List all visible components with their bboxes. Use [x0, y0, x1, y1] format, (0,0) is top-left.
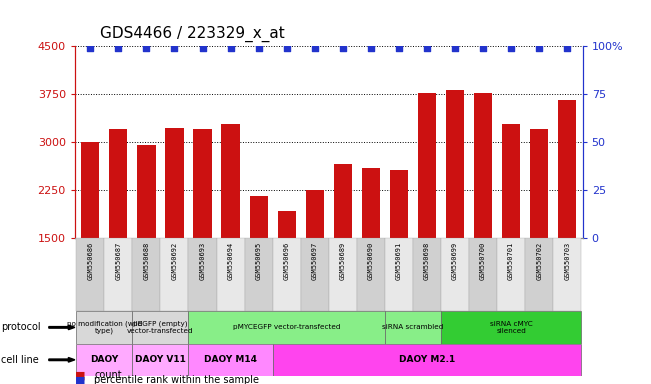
Text: GSM550690: GSM550690 [368, 242, 374, 280]
Bar [558, 100, 576, 334]
Text: GSM550695: GSM550695 [256, 242, 262, 280]
Bar [221, 124, 240, 334]
FancyBboxPatch shape [357, 238, 385, 311]
Text: pEGFP (empty)
vector-transfected: pEGFP (empty) vector-transfected [127, 321, 194, 334]
Text: cell line: cell line [1, 355, 39, 365]
Text: GSM550698: GSM550698 [424, 242, 430, 280]
Point [309, 45, 320, 51]
Text: DAOY M14: DAOY M14 [204, 355, 257, 364]
Bar [446, 89, 464, 334]
FancyBboxPatch shape [132, 344, 189, 376]
FancyBboxPatch shape [132, 311, 189, 344]
Text: ■: ■ [75, 370, 85, 380]
Bar [277, 211, 296, 334]
Bar [502, 124, 520, 334]
Bar [530, 129, 548, 334]
Point [169, 45, 180, 51]
Text: count: count [94, 370, 122, 380]
Text: DAOY M2.1: DAOY M2.1 [399, 355, 455, 364]
Text: GSM550687: GSM550687 [115, 242, 121, 280]
Point [338, 45, 348, 51]
Text: GSM550700: GSM550700 [480, 242, 486, 280]
Text: GSM550691: GSM550691 [396, 242, 402, 280]
Point [534, 45, 544, 51]
Bar [249, 196, 268, 334]
FancyBboxPatch shape [160, 238, 189, 311]
FancyBboxPatch shape [189, 344, 273, 376]
Text: GSM550699: GSM550699 [452, 242, 458, 280]
Text: GSM550703: GSM550703 [564, 242, 570, 280]
Text: DAOY V11: DAOY V11 [135, 355, 186, 364]
FancyBboxPatch shape [245, 238, 273, 311]
FancyBboxPatch shape [189, 311, 385, 344]
FancyBboxPatch shape [553, 238, 581, 311]
Text: no modification (wild
type): no modification (wild type) [66, 320, 142, 334]
Bar [137, 145, 156, 334]
Bar [362, 168, 380, 334]
FancyBboxPatch shape [385, 311, 441, 344]
Text: GSM550688: GSM550688 [143, 242, 149, 280]
FancyBboxPatch shape [441, 238, 469, 311]
FancyBboxPatch shape [76, 238, 104, 311]
Text: GSM550702: GSM550702 [536, 242, 542, 280]
Bar [109, 129, 128, 334]
Text: GSM550696: GSM550696 [284, 242, 290, 280]
Point [562, 45, 572, 51]
FancyBboxPatch shape [525, 238, 553, 311]
Point [281, 45, 292, 51]
FancyBboxPatch shape [329, 238, 357, 311]
Bar [390, 170, 408, 334]
FancyBboxPatch shape [301, 238, 329, 311]
Text: GDS4466 / 223329_x_at: GDS4466 / 223329_x_at [100, 26, 285, 42]
Text: GSM550686: GSM550686 [87, 242, 93, 280]
Text: GSM550689: GSM550689 [340, 242, 346, 280]
FancyBboxPatch shape [413, 238, 441, 311]
Point [141, 45, 152, 51]
Text: DAOY: DAOY [90, 355, 118, 364]
Text: GSM550697: GSM550697 [312, 242, 318, 280]
Point [394, 45, 404, 51]
Point [113, 45, 124, 51]
FancyBboxPatch shape [76, 311, 132, 344]
FancyBboxPatch shape [469, 238, 497, 311]
Text: GSM550693: GSM550693 [199, 242, 206, 280]
FancyBboxPatch shape [273, 344, 581, 376]
Text: siRNA scrambled: siRNA scrambled [382, 324, 443, 330]
Bar [81, 142, 100, 334]
FancyBboxPatch shape [76, 344, 132, 376]
Point [506, 45, 516, 51]
Point [225, 45, 236, 51]
Text: GSM550692: GSM550692 [171, 242, 178, 280]
Point [478, 45, 488, 51]
Point [366, 45, 376, 51]
FancyBboxPatch shape [273, 238, 301, 311]
FancyBboxPatch shape [441, 311, 581, 344]
Text: protocol: protocol [1, 322, 41, 333]
Text: GSM550701: GSM550701 [508, 242, 514, 280]
Bar [418, 93, 436, 334]
Point [253, 45, 264, 51]
Bar [334, 164, 352, 334]
FancyBboxPatch shape [189, 238, 217, 311]
Text: pMYCEGFP vector-transfected: pMYCEGFP vector-transfected [233, 324, 340, 330]
Text: siRNA cMYC
silenced: siRNA cMYC silenced [490, 321, 533, 334]
Bar [305, 190, 324, 334]
Text: percentile rank within the sample: percentile rank within the sample [94, 375, 259, 384]
FancyBboxPatch shape [497, 238, 525, 311]
Text: GSM550694: GSM550694 [228, 242, 234, 280]
Point [450, 45, 460, 51]
Point [422, 45, 432, 51]
Text: ■: ■ [75, 375, 85, 384]
Bar [474, 93, 492, 334]
Point [197, 45, 208, 51]
Bar [165, 128, 184, 334]
FancyBboxPatch shape [385, 238, 413, 311]
Point [85, 45, 96, 51]
Bar [193, 129, 212, 334]
FancyBboxPatch shape [217, 238, 245, 311]
FancyBboxPatch shape [104, 238, 132, 311]
FancyBboxPatch shape [132, 238, 160, 311]
